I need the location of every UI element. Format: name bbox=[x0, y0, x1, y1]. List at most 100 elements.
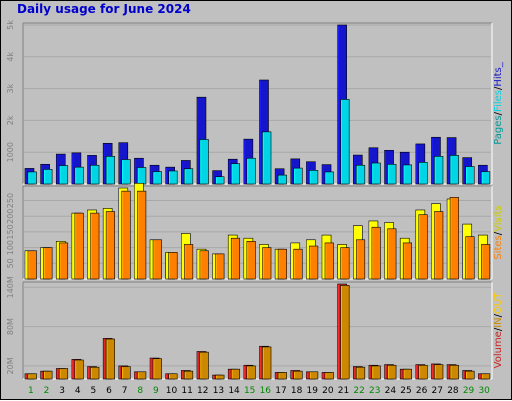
visits-bar-sites bbox=[434, 211, 444, 280]
hits-bar-files bbox=[246, 157, 256, 185]
volume-bar-in bbox=[230, 368, 241, 380]
x-axis-day-label: 8 bbox=[137, 386, 143, 396]
volume-bar-in bbox=[152, 358, 162, 380]
x-axis-day-label: 14 bbox=[228, 386, 240, 396]
chart-title: Daily usage for June 2024 bbox=[17, 2, 191, 16]
hits-bar-files bbox=[434, 156, 444, 185]
x-axis-day-label: 10 bbox=[166, 386, 178, 396]
hits-bar-files bbox=[340, 99, 350, 185]
x-axis-day-label: 3 bbox=[59, 386, 65, 396]
volume-bar-in bbox=[481, 373, 491, 380]
hits-y-tick-label: 4k bbox=[6, 52, 15, 62]
hits-y-tick-label: 1000 bbox=[6, 142, 15, 162]
hits-legend-item: Hits_ bbox=[493, 61, 504, 86]
x-axis-day-label: 28 bbox=[447, 386, 459, 396]
visits-bar-sites bbox=[199, 250, 209, 280]
hits-bar-files bbox=[27, 171, 37, 185]
x-axis-day-label: 23 bbox=[369, 386, 380, 396]
hits-bar-files bbox=[74, 166, 84, 185]
volume-bar-in bbox=[215, 374, 225, 380]
visits-bar-sites bbox=[355, 239, 366, 280]
visits-bar-sites bbox=[402, 242, 413, 280]
volume-bar-in bbox=[199, 351, 209, 380]
hits-bar-files bbox=[481, 171, 491, 185]
volume-legend-item: / bbox=[493, 327, 504, 331]
x-axis-day-label: 22 bbox=[353, 386, 364, 396]
visits-bar-sites bbox=[246, 241, 256, 280]
volume-bar-in bbox=[74, 359, 84, 380]
volume-y-tick-label: 80M bbox=[6, 318, 15, 335]
x-axis-day-label: 5 bbox=[90, 386, 96, 396]
hits-bar-files bbox=[355, 164, 366, 185]
hits-legend-item: Files bbox=[493, 90, 504, 112]
hits-bar-files bbox=[402, 164, 413, 185]
x-axis-day-label: 30 bbox=[478, 386, 490, 396]
visits-y-tick-label: 150 bbox=[6, 224, 15, 239]
volume-bar-in bbox=[309, 371, 319, 380]
visits-legend-item: / bbox=[493, 231, 504, 235]
visits-y-tick-label: 200 bbox=[6, 209, 15, 224]
hits-y-tick-label: 5k bbox=[6, 20, 15, 30]
x-axis-day-label: 17 bbox=[275, 386, 286, 396]
volume-bar-in bbox=[168, 373, 178, 380]
volume-legend-item: / bbox=[493, 313, 504, 317]
x-axis-day-label: 21 bbox=[338, 386, 349, 396]
visits-bar-sites bbox=[74, 212, 84, 280]
volume-legend-item: Volume bbox=[493, 331, 504, 368]
volume-bar-in bbox=[137, 371, 147, 380]
hits-bar-files bbox=[277, 174, 287, 185]
volume-bar-in bbox=[449, 364, 459, 380]
volume-bar-in bbox=[105, 338, 115, 380]
visits-bar-sites bbox=[371, 226, 381, 280]
visits-bar-sites bbox=[387, 228, 397, 280]
x-axis-day-label: 1 bbox=[28, 386, 34, 396]
visits-bar-sites bbox=[152, 239, 162, 280]
volume-bar-in bbox=[246, 365, 256, 380]
volume-y-tick-label: 20M bbox=[6, 357, 15, 374]
x-axis-day-label: 13 bbox=[213, 386, 224, 396]
x-axis-day-label: 2 bbox=[44, 386, 50, 396]
hits-bar-files bbox=[387, 163, 397, 185]
visits-bar-sites bbox=[27, 250, 37, 280]
x-axis-day-label: 27 bbox=[432, 386, 443, 396]
hits-y-tick-label: 2k bbox=[6, 115, 15, 125]
x-axis-day-label: 15 bbox=[244, 386, 255, 396]
x-axis-day-label: 4 bbox=[75, 386, 81, 396]
hits-bar-files bbox=[262, 131, 272, 185]
hits-bar-files bbox=[168, 170, 178, 185]
hits-bar-files bbox=[43, 169, 53, 185]
hits-bar-files bbox=[309, 170, 319, 185]
visits-bar-sites bbox=[215, 253, 225, 280]
hits-bar-files bbox=[121, 159, 131, 185]
hits-legend-item: / bbox=[493, 86, 504, 90]
visits-bar-sites bbox=[465, 236, 475, 280]
visits-bar-sites bbox=[168, 252, 178, 280]
visits-bar-sites bbox=[262, 247, 272, 280]
visits-bar-sites bbox=[309, 245, 319, 280]
volume-bar-in bbox=[434, 364, 444, 380]
volume-bar-in bbox=[27, 373, 37, 380]
hits-bar-files bbox=[58, 165, 69, 185]
x-axis-day-label: 16 bbox=[260, 386, 272, 396]
hits-legend-item: Pages bbox=[493, 115, 504, 144]
hits-bar-files bbox=[371, 162, 381, 185]
visits-y-tick-label: 50 bbox=[6, 258, 15, 268]
volume-legend: Volume/IN/OUT bbox=[493, 292, 504, 369]
volume-bar-in bbox=[184, 370, 194, 380]
visits-bar-sites bbox=[184, 244, 194, 280]
visits-bar-sites bbox=[230, 237, 241, 280]
volume-bar-in bbox=[90, 366, 100, 380]
volume-bar-in bbox=[387, 364, 397, 380]
visits-bar-sites bbox=[293, 248, 303, 280]
volume-bar-in bbox=[465, 370, 475, 380]
volume-bar-in bbox=[371, 365, 381, 380]
hits-bar-files bbox=[184, 168, 194, 185]
x-axis-day-label: 24 bbox=[385, 386, 397, 396]
volume-panel-bg bbox=[23, 282, 492, 379]
x-axis-day-label: 18 bbox=[291, 386, 303, 396]
volume-bar-in bbox=[355, 366, 366, 380]
volume-bar-in bbox=[121, 366, 131, 380]
hits-bar-files bbox=[293, 167, 303, 185]
